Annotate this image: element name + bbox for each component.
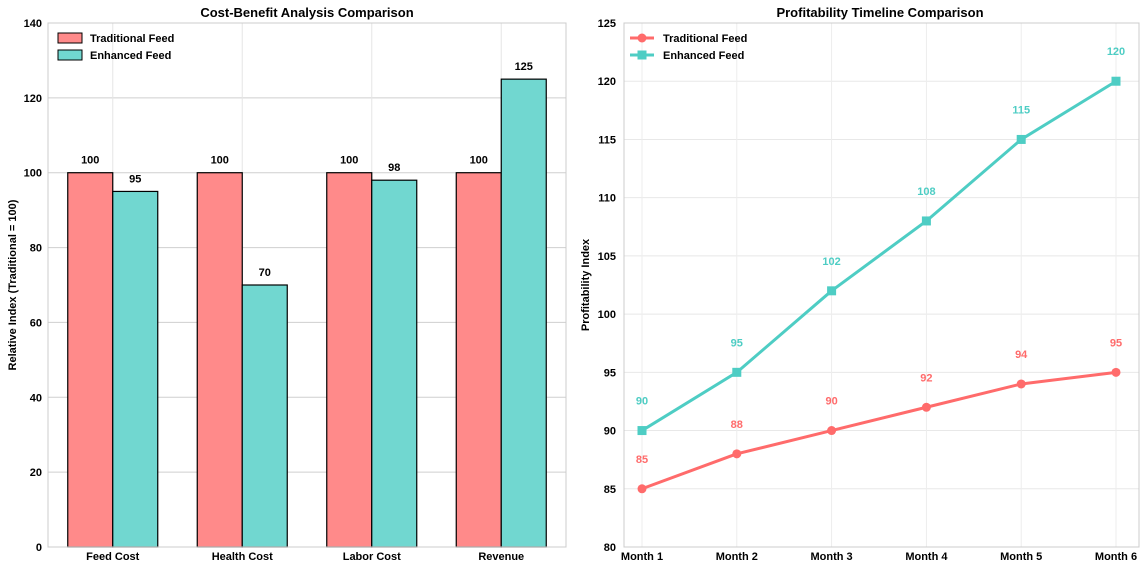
point-value-label: 120: [1107, 46, 1125, 58]
line-x-tick-label: Month 2: [716, 551, 758, 563]
bar-enhanced: [371, 179, 418, 548]
series-line-enhanced: [641, 79, 1117, 432]
bar-value-label: 98: [388, 162, 400, 174]
bar-value-label: 100: [211, 155, 229, 167]
line-x-tick-label: Month 6: [1095, 551, 1137, 563]
line-plot-frame: [623, 22, 1140, 548]
point-value-label: 90: [825, 396, 837, 408]
bar-y-tick-label: 60: [30, 317, 42, 329]
bar-enhanced: [500, 78, 547, 548]
line-y-tick-label: 120: [598, 76, 616, 88]
bar-enhanced: [112, 190, 159, 548]
point-marker-traditional: [1016, 379, 1026, 389]
bar-marks: [67, 78, 547, 548]
line-x-tick-label: Month 4: [905, 551, 948, 563]
point-marker-traditional: [1111, 367, 1121, 377]
point-value-label: 95: [731, 337, 743, 349]
bar-y-tick-label: 80: [30, 243, 42, 255]
line-y-tick-label: 125: [598, 18, 616, 30]
line-legend-label-enhanced: Enhanced Feed: [663, 50, 744, 62]
bar-y-ticks: 0 20 40 60 80 100 120 140: [24, 18, 42, 554]
point-marker-enhanced: [827, 286, 837, 296]
point-value-label: 85: [636, 454, 648, 466]
bar-enhanced: [241, 284, 288, 548]
bar-traditional: [326, 172, 373, 548]
point-marker-enhanced: [1111, 76, 1121, 86]
line-y-ticks: 80 85 90 95 100 105 110 115 120 125: [598, 18, 616, 554]
bar-x-tick-label: Labor Cost: [343, 551, 401, 563]
point-marker-traditional: [637, 484, 647, 494]
bar-value-label: 125: [515, 61, 533, 73]
bar-y-tick-label: 120: [24, 93, 42, 105]
line-legend-marker-enhanced: [637, 50, 647, 60]
point-marker-traditional: [732, 449, 742, 459]
bar-chart-title: Cost-Benefit Analysis Comparison: [200, 5, 413, 20]
point-value-label: 88: [731, 419, 743, 431]
point-value-label: 95: [1110, 337, 1122, 349]
bar-traditional: [455, 172, 502, 548]
bar-traditional: [196, 172, 243, 548]
bar-legend-swatch-enhanced: [57, 49, 83, 61]
bar-value-label: 100: [81, 155, 99, 167]
point-value-label: 102: [822, 256, 840, 268]
bar-y-tick-label: 0: [36, 542, 42, 554]
point-value-label: 90: [636, 396, 648, 408]
bar-chart-panel: 100 95 100 70 100 98 100 125 0 20 40 60 80 100 120 140…: [7, 5, 567, 563]
bar-legend-label-enhanced: Enhanced Feed: [90, 50, 171, 62]
bar-y-axis-label: Relative Index (Traditional = 100): [7, 199, 19, 370]
line-marks: [637, 76, 1121, 494]
point-value-label: 92: [920, 372, 932, 384]
point-marker-enhanced: [921, 216, 931, 226]
bar-value-label: 70: [259, 267, 271, 279]
line-y-tick-label: 80: [604, 542, 616, 554]
line-legend: Traditional Feed Enhanced Feed: [630, 33, 747, 62]
line-legend-label-traditional: Traditional Feed: [663, 33, 747, 45]
bar-x-tick-label: Health Cost: [212, 551, 273, 563]
line-y-tick-label: 90: [604, 426, 616, 438]
line-legend-marker-traditional: [637, 33, 647, 43]
line-x-tick-label: Month 5: [1000, 551, 1042, 563]
line-point-labels: 85 88 90 92 94 95 90 95 102 108 115 120: [636, 46, 1125, 466]
bar-value-label: 100: [340, 155, 358, 167]
bar-legend-swatch-traditional: [57, 32, 83, 44]
line-x-tick-label: Month 1: [621, 551, 663, 563]
line-y-tick-label: 85: [604, 484, 616, 496]
point-value-label: 108: [917, 186, 935, 198]
bar-y-tick-label: 140: [24, 18, 42, 30]
line-x-tick-label: Month 3: [811, 551, 853, 563]
line-chart-title: Profitability Timeline Comparison: [776, 5, 983, 20]
line-y-axis-label: Profitability Index: [580, 238, 592, 331]
line-y-tick-label: 95: [604, 367, 616, 379]
line-y-tick-label: 105: [598, 251, 616, 263]
line-y-tick-label: 100: [598, 309, 616, 321]
point-marker-traditional: [921, 402, 931, 412]
bar-y-tick-label: 40: [30, 392, 42, 404]
bar-y-tick-label: 100: [24, 168, 42, 180]
point-value-label: 115: [1012, 104, 1030, 116]
bar-x-tick-label: Revenue: [478, 551, 524, 563]
bar-traditional: [67, 172, 114, 548]
line-y-tick-label: 110: [598, 193, 616, 205]
line-chart-panel: 85 88 90 92 94 95 90 95 102 108 115 120 80 85 90 95 100…: [580, 5, 1140, 563]
bar-value-label: 100: [470, 155, 488, 167]
series-line-traditional: [641, 370, 1117, 491]
line-x-ticks: Month 1 Month 2 Month 3 Month 4 Month 5 Month…: [621, 551, 1137, 563]
bar-plot-frame: [47, 22, 567, 548]
bar-value-labels: 100 95 100 70 100 98 100 125: [81, 61, 533, 279]
line-y-tick-label: 115: [598, 134, 616, 146]
bar-y-tick-label: 20: [30, 467, 42, 479]
point-value-label: 94: [1015, 349, 1028, 361]
point-marker-enhanced: [1016, 134, 1026, 144]
point-marker-traditional: [827, 426, 837, 436]
bar-x-ticks: Feed Cost Health Cost Labor Cost Revenue: [86, 551, 524, 563]
bar-legend-label-traditional: Traditional Feed: [90, 33, 174, 45]
bar-x-tick-label: Feed Cost: [86, 551, 140, 563]
point-marker-enhanced: [732, 367, 742, 377]
bar-value-label: 95: [129, 173, 141, 185]
line-plot-area: [624, 23, 1139, 547]
bar-legend: Traditional Feed Enhanced Feed: [57, 32, 174, 62]
point-marker-enhanced: [637, 426, 647, 436]
